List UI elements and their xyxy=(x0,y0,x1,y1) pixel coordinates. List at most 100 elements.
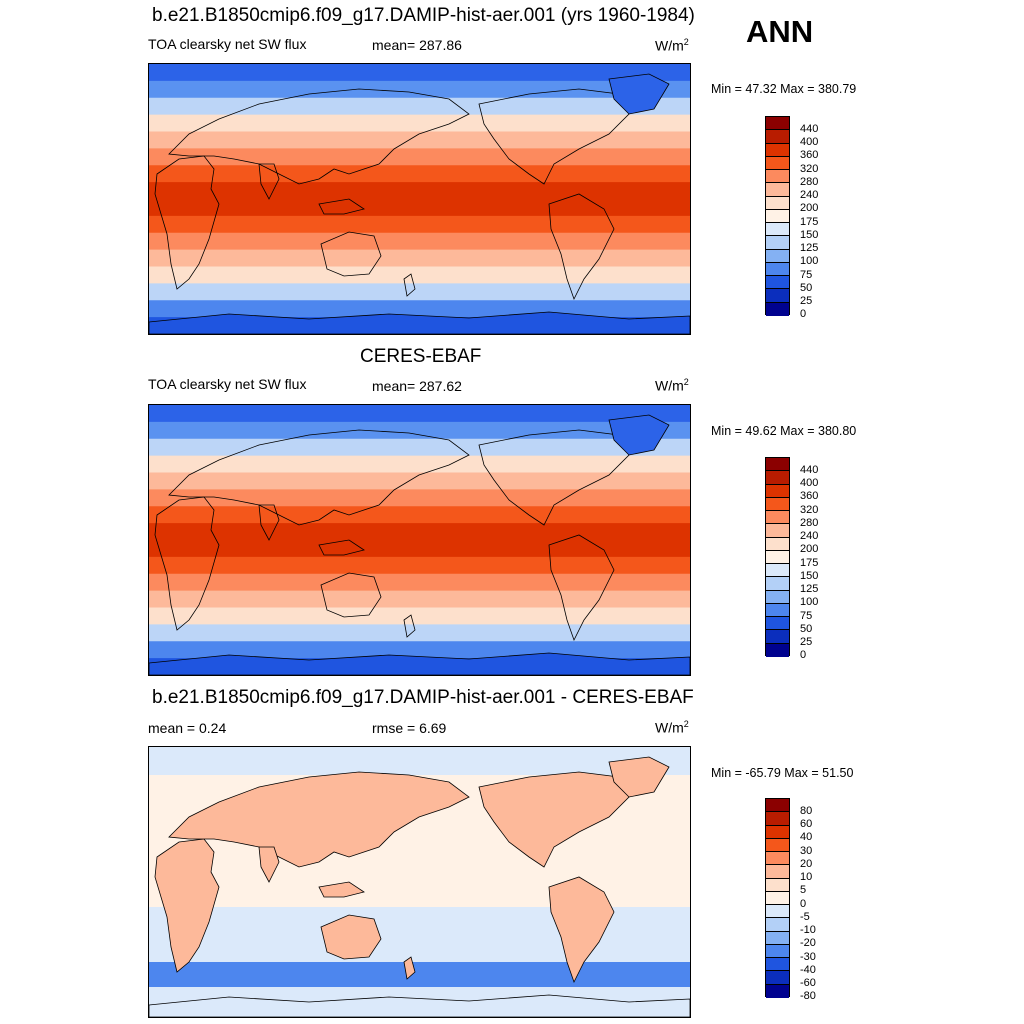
panel3-colorbar xyxy=(765,798,790,998)
colorbar-tick-label: 5 xyxy=(800,884,807,897)
colorbar-swatch xyxy=(766,838,789,852)
colorbar-tick-label: 440 xyxy=(800,463,819,476)
colorbar-swatch xyxy=(766,511,789,525)
colorbar-swatch xyxy=(766,302,789,316)
colorbar-swatch xyxy=(766,537,789,551)
colorbar-swatch xyxy=(766,931,789,945)
colorbar-tick-label: 75 xyxy=(800,268,813,281)
colorbar-swatch xyxy=(766,603,789,617)
colorbar-swatch xyxy=(766,590,789,604)
colorbar-tick-label: 25 xyxy=(800,295,813,307)
panel1-map xyxy=(148,63,691,335)
colorbar-tick-label: -10 xyxy=(800,924,816,936)
colorbar-swatch xyxy=(766,630,789,644)
colorbar-tick-label: -40 xyxy=(800,963,816,976)
colorbar-tick-label: 30 xyxy=(800,844,813,857)
colorbar-swatch xyxy=(766,878,789,892)
colorbar-tick-label: -80 xyxy=(800,990,816,1003)
colorbar-swatch xyxy=(766,799,789,813)
colorbar-swatch xyxy=(766,944,789,958)
colorbar-swatch xyxy=(766,156,789,170)
colorbar-tick-label: 280 xyxy=(800,516,819,529)
colorbar-swatch xyxy=(766,143,789,157)
colorbar-swatch xyxy=(766,865,789,879)
colorbar-swatch xyxy=(766,209,789,223)
colorbar-swatch xyxy=(766,524,789,538)
panel1-variable-label: TOA clearsky net SW flux xyxy=(148,36,307,52)
colorbar-swatch xyxy=(766,550,789,564)
colorbar-swatch xyxy=(766,918,789,932)
panel1-title: b.e21.B1850cmip6.f09_g17.DAMIP-hist-aer.… xyxy=(152,5,695,26)
panel2-title: CERES-EBAF xyxy=(360,346,482,367)
colorbar-tick-label: 175 xyxy=(800,556,819,569)
colorbar-tick-label: 440 xyxy=(800,122,819,135)
colorbar-swatch xyxy=(766,564,789,578)
colorbar-swatch xyxy=(766,958,789,972)
colorbar-tick-label: 20 xyxy=(800,857,813,870)
colorbar-tick-label: 150 xyxy=(800,569,819,582)
panel1-mean-label: mean= 287.86 xyxy=(372,37,462,53)
panel1-map-svg xyxy=(149,64,690,334)
colorbar-swatch xyxy=(766,236,789,250)
colorbar-tick-label: 400 xyxy=(800,477,819,489)
panel3-title: b.e21.B1850cmip6.f09_g17.DAMIP-hist-aer.… xyxy=(152,687,694,708)
colorbar-swatch xyxy=(766,577,789,591)
colorbar-swatch xyxy=(766,852,789,866)
panel3-map-svg xyxy=(149,747,690,1017)
colorbar-tick-label: 360 xyxy=(800,490,819,503)
colorbar-swatch xyxy=(766,643,789,657)
colorbar-swatch xyxy=(766,497,789,511)
colorbar-tick-label: 75 xyxy=(800,609,813,622)
colorbar-swatch xyxy=(766,130,789,144)
colorbar-tick-label: 25 xyxy=(800,636,813,648)
colorbar-tick-label: 80 xyxy=(800,804,813,817)
colorbar-swatch xyxy=(766,276,789,290)
colorbar-swatch xyxy=(766,458,789,472)
panel1-units: W/m2 xyxy=(655,37,689,54)
colorbar-swatch xyxy=(766,971,789,985)
colorbar-tick-label: 50 xyxy=(800,281,813,294)
colorbar-tick-label: 125 xyxy=(800,242,819,254)
panel3-minmax: Min = -65.79 Max = 51.50 xyxy=(711,766,854,780)
panel3-rmse-label: rmse = 6.69 xyxy=(372,720,447,736)
colorbar-tick-label: 100 xyxy=(800,255,819,268)
colorbar-tick-label: 280 xyxy=(800,175,819,188)
panel1-colorbar xyxy=(765,116,790,316)
colorbar-tick-label: 0 xyxy=(800,897,807,910)
colorbar-tick-label: 240 xyxy=(800,530,819,542)
colorbar-tick-label: 50 xyxy=(800,622,813,635)
colorbar-swatch xyxy=(766,249,789,263)
colorbar-swatch xyxy=(766,262,789,276)
season-label: ANN xyxy=(746,14,814,49)
colorbar-tick-label: 320 xyxy=(800,503,819,516)
colorbar-tick-label: -30 xyxy=(800,950,816,963)
colorbar-swatch xyxy=(766,812,789,826)
colorbar-swatch xyxy=(766,223,789,237)
panel2-variable-label: TOA clearsky net SW flux xyxy=(148,376,307,392)
colorbar-swatch xyxy=(766,984,789,998)
panel2-colorbar xyxy=(765,457,790,657)
colorbar-swatch xyxy=(766,891,789,905)
colorbar-swatch xyxy=(766,471,789,485)
colorbar-tick-label: 200 xyxy=(800,202,819,215)
panel3-units: W/m2 xyxy=(655,719,689,736)
colorbar-swatch xyxy=(766,289,789,303)
colorbar-tick-label: -20 xyxy=(800,937,816,950)
colorbar-tick-label: 240 xyxy=(800,189,819,201)
colorbar-tick-label: 150 xyxy=(800,228,819,241)
colorbar-swatch xyxy=(766,617,789,631)
colorbar-swatch xyxy=(766,183,789,197)
colorbar-swatch xyxy=(766,196,789,210)
colorbar-tick-label: 125 xyxy=(800,583,819,595)
panel2-minmax: Min = 49.62 Max = 380.80 xyxy=(711,424,857,438)
panel2-mean-label: mean= 287.62 xyxy=(372,378,462,394)
colorbar-tick-label: 200 xyxy=(800,543,819,556)
colorbar-tick-label: 10 xyxy=(800,871,813,883)
panel1-minmax: Min = 47.32 Max = 380.79 xyxy=(711,82,857,96)
panel3-map xyxy=(148,746,691,1018)
colorbar-tick-label: -5 xyxy=(800,910,810,923)
colorbar-swatch xyxy=(766,170,789,184)
colorbar-tick-label: 100 xyxy=(800,596,819,609)
colorbar-tick-label: 0 xyxy=(800,308,807,321)
panel3-mean-label: mean = 0.24 xyxy=(148,720,227,736)
